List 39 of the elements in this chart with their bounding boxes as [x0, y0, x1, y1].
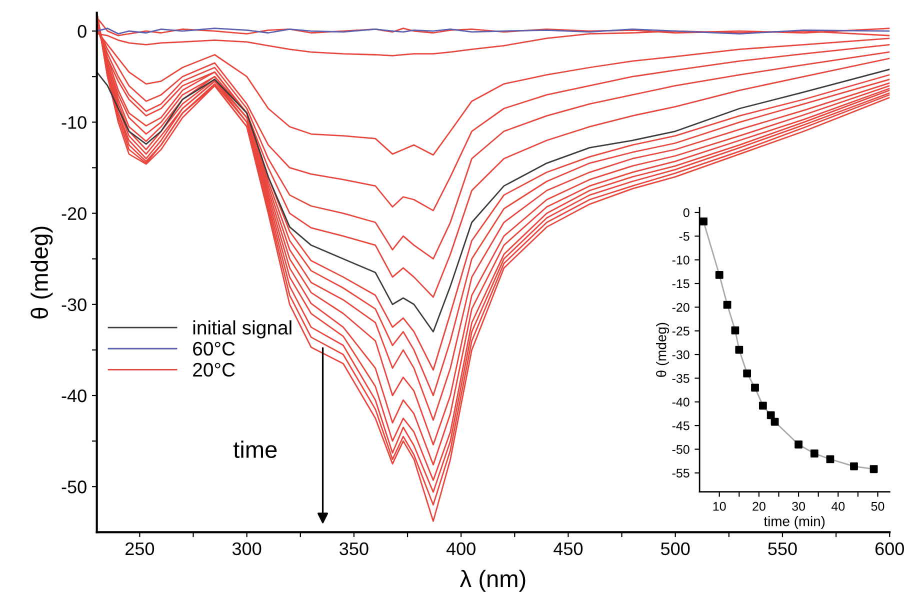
x-tick-label: 40: [831, 502, 845, 511]
x-tick-label: 450: [554, 542, 583, 556]
annotation: time: [233, 440, 277, 458]
y-tick-label: -15: [672, 279, 690, 288]
x-tick-label: 600: [875, 542, 904, 556]
x-tick-label: 550: [768, 542, 797, 556]
x-tick-label: 350: [340, 542, 368, 556]
y-tick-label: -45: [672, 421, 690, 430]
y-tick-label: -30: [62, 298, 86, 312]
y-tick-label: -40: [672, 398, 690, 407]
x-axis-title: time (min): [764, 516, 825, 529]
x-tick-label: 30: [792, 502, 806, 511]
y-tick-label: -20: [672, 302, 690, 312]
y-tick-label: -10: [62, 116, 86, 129]
x-tick-label: 50: [871, 502, 884, 511]
y-tick-label: -40: [62, 389, 86, 402]
y-axis-title: θ (mdeg): [30, 226, 53, 319]
y-tick-label: -10: [672, 256, 690, 264]
x-tick-label: 10: [713, 502, 726, 511]
y-tick-label: -5: [679, 232, 690, 241]
x-tick-label: 500: [661, 542, 690, 556]
y-tick-label: 0: [683, 208, 690, 218]
y-tick-label: -50: [62, 480, 86, 494]
x-axis-title: λ (nm): [460, 570, 526, 592]
x-tick-label: 400: [446, 542, 476, 556]
legend-label: initial signal: [193, 320, 292, 338]
y-tick-label: 0: [78, 24, 86, 38]
legend-label: 20°C: [193, 362, 235, 377]
x-tick-label: 250: [126, 542, 154, 556]
legend-label: 60°C: [193, 342, 235, 356]
x-tick-label: 20: [752, 502, 766, 511]
y-tick-label: -55: [672, 468, 690, 478]
y-tick-label: -20: [62, 207, 86, 220]
y-axis-title: θ (mdeg): [656, 322, 669, 377]
y-tick-label: -30: [672, 350, 690, 360]
y-tick-label: -50: [672, 445, 690, 454]
y-tick-label: -35: [672, 374, 690, 383]
y-tick-label: -25: [672, 326, 690, 336]
x-tick-label: 300: [232, 542, 262, 556]
